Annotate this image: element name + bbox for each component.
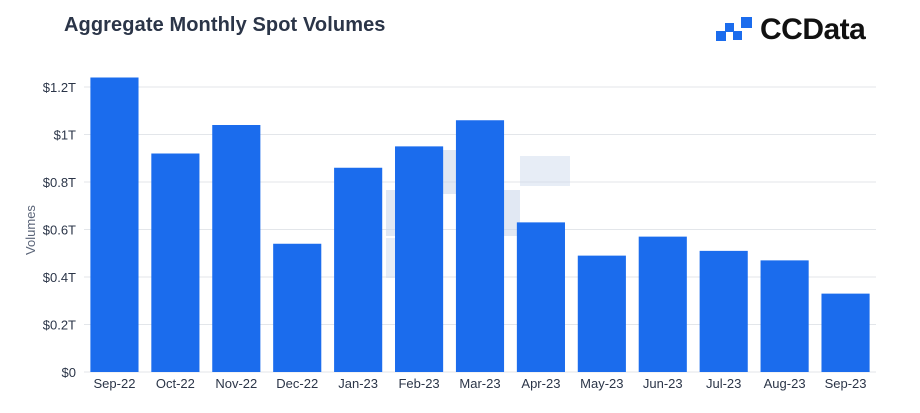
bar-sep-23 (821, 293, 870, 372)
x-tick-label: Sep-22 (94, 376, 136, 391)
bar-nov-22 (212, 125, 261, 372)
bars (90, 77, 870, 372)
y-tick-label: $0.2T (43, 318, 76, 333)
bar-feb-23 (395, 146, 444, 372)
x-tick-label: Jun-23 (643, 376, 683, 391)
x-tick-label: Feb-23 (398, 376, 439, 391)
y-tick-label: $0 (62, 365, 76, 380)
bar-may-23 (577, 255, 626, 372)
x-tick-label: Oct-22 (156, 376, 195, 391)
brand-name: CCData (760, 13, 866, 46)
bar-aug-23 (760, 260, 809, 372)
y-tick-label: $0.4T (43, 270, 76, 285)
y-axis-ticks: $0 $0.2T $0.4T $0.6T $0.8T $1T $1.2T (43, 80, 76, 380)
bar-mar-23 (455, 120, 505, 372)
x-tick-label: Mar-23 (459, 376, 500, 391)
bar-sep-22 (90, 77, 139, 372)
y-tick-label: $1T (54, 128, 76, 143)
x-tick-label: Apr-23 (521, 376, 560, 391)
y-axis-title: Volumes (23, 205, 38, 255)
bar-jun-23 (638, 236, 687, 372)
x-tick-label: Aug-23 (764, 376, 806, 391)
x-axis-ticks: Sep-22 Oct-22 Nov-22 Dec-22 Jan-23 Feb-23 Mar-… (94, 376, 867, 391)
bar-jul-23 (699, 250, 748, 372)
x-tick-label: May-23 (580, 376, 623, 391)
x-tick-label: Dec-22 (276, 376, 318, 391)
ccdata-logo-icon (716, 17, 752, 41)
bar-apr-23 (516, 222, 565, 372)
y-tick-label: $0.8T (43, 175, 76, 190)
x-tick-label: Jul-23 (706, 376, 741, 391)
chart-title: Aggregate Monthly Spot Volumes (64, 14, 386, 36)
y-tick-label: $0.6T (43, 223, 76, 238)
x-tick-label: Nov-22 (215, 376, 257, 391)
brand-logo: CCData (716, 12, 866, 48)
x-tick-label: Sep-23 (825, 376, 867, 391)
bar-oct-22 (151, 153, 200, 372)
bar-jan-23 (334, 167, 383, 372)
y-tick-label: $1.2T (43, 80, 76, 95)
x-tick-label: Jan-23 (338, 376, 378, 391)
bar-dec-22 (273, 243, 322, 372)
